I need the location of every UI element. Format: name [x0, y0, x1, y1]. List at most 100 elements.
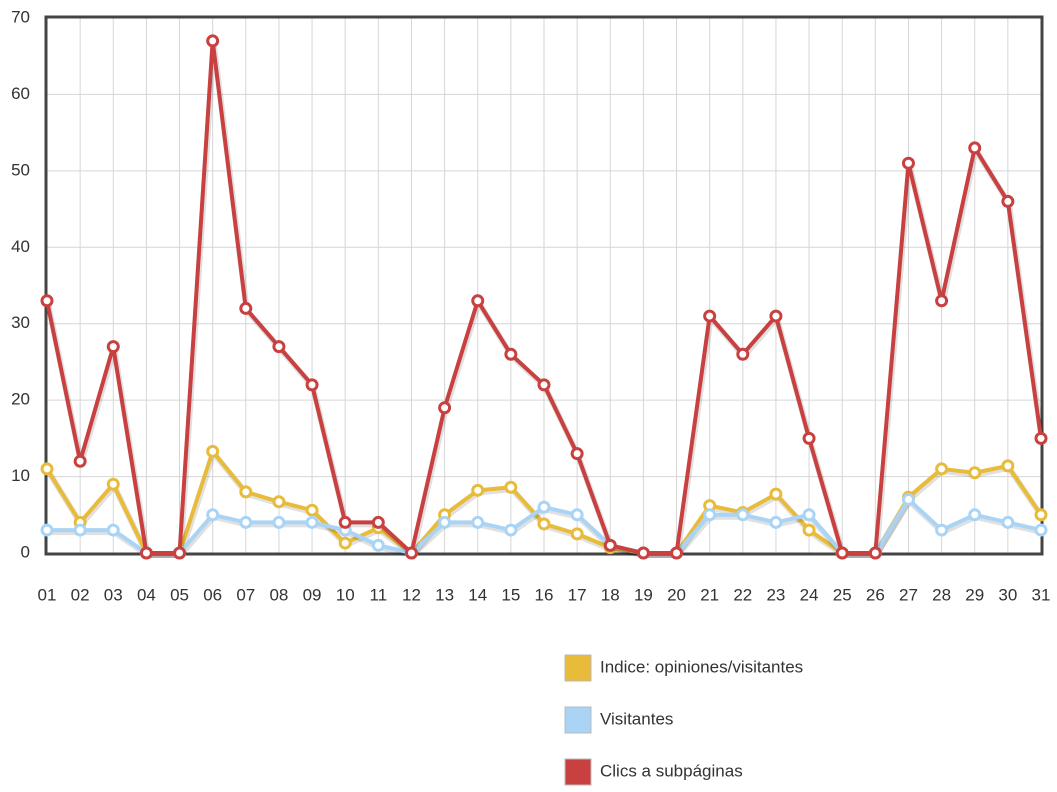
y-tick-label: 50: [11, 160, 30, 179]
x-tick-label: 18: [601, 585, 620, 604]
x-tick-label: 31: [1032, 585, 1051, 604]
point: [106, 523, 120, 537]
point: [305, 503, 319, 517]
point: [272, 495, 286, 509]
point: [471, 515, 485, 529]
point: [40, 523, 54, 537]
x-tick-label: 27: [899, 585, 918, 604]
x-tick-label: 24: [800, 585, 819, 604]
point: [736, 347, 750, 361]
point: [305, 378, 319, 392]
x-tick-label: 21: [700, 585, 719, 604]
point: [1001, 194, 1015, 208]
point: [504, 347, 518, 361]
point: [371, 515, 385, 529]
x-tick-label: 06: [203, 585, 222, 604]
x-tick-label: 26: [866, 585, 885, 604]
point: [570, 527, 584, 541]
y-tick-label: 60: [11, 84, 30, 103]
point: [239, 301, 253, 315]
point: [570, 447, 584, 461]
point: [968, 141, 982, 155]
legend-swatch: [564, 706, 592, 734]
x-tick-label: 09: [303, 585, 322, 604]
point: [968, 508, 982, 522]
point: [40, 462, 54, 476]
point: [206, 34, 220, 48]
point: [73, 523, 87, 537]
x-tick-label: 07: [236, 585, 255, 604]
point: [471, 483, 485, 497]
x-tick-label: 28: [932, 585, 951, 604]
point: [1034, 523, 1048, 537]
point: [537, 378, 551, 392]
point: [106, 477, 120, 491]
point: [802, 508, 816, 522]
x-tick-label: 01: [38, 585, 57, 604]
point: [438, 401, 452, 415]
x-tick-label: 11: [370, 585, 388, 604]
x-tick-label: 17: [568, 585, 587, 604]
point: [570, 508, 584, 522]
x-tick-label: 14: [468, 585, 487, 604]
point: [1001, 515, 1015, 529]
point: [272, 515, 286, 529]
point: [106, 340, 120, 354]
point: [338, 536, 352, 550]
legend-label: Clics a subpáginas: [600, 761, 743, 780]
point: [239, 485, 253, 499]
point: [603, 538, 617, 552]
point: [802, 523, 816, 537]
point: [173, 546, 187, 560]
x-tick-label: 04: [137, 585, 156, 604]
point: [239, 515, 253, 529]
point: [537, 500, 551, 514]
point: [504, 480, 518, 494]
point: [802, 431, 816, 445]
x-tick-label: 08: [269, 585, 288, 604]
x-tick-label: 16: [535, 585, 554, 604]
x-tick-label: 15: [501, 585, 520, 604]
x-tick-label: 30: [998, 585, 1017, 604]
point: [206, 444, 220, 458]
x-tick-label: 29: [965, 585, 984, 604]
x-tick-label: 19: [634, 585, 653, 604]
point: [769, 487, 783, 501]
y-tick-label: 30: [11, 313, 30, 332]
point: [272, 340, 286, 354]
point: [935, 523, 949, 537]
point: [1001, 459, 1015, 473]
point: [1034, 508, 1048, 522]
x-tick-label: 02: [71, 585, 90, 604]
point: [769, 309, 783, 323]
y-tick-label: 70: [11, 7, 30, 26]
point: [404, 546, 418, 560]
point: [935, 294, 949, 308]
point: [703, 508, 717, 522]
x-tick-label: 23: [766, 585, 785, 604]
point: [438, 515, 452, 529]
point: [968, 466, 982, 480]
point: [901, 493, 915, 506]
point: [504, 523, 518, 537]
y-tick-label: 10: [11, 466, 30, 485]
x-tick-label: 13: [435, 585, 454, 604]
x-tick-label: 05: [170, 585, 189, 604]
x-tick-label: 12: [402, 585, 421, 604]
point: [537, 517, 551, 531]
point: [935, 462, 949, 476]
point: [835, 546, 849, 560]
point: [1034, 431, 1048, 445]
point: [736, 508, 750, 522]
y-tick-label: 0: [21, 542, 30, 561]
point: [901, 156, 915, 170]
legend-label: Visitantes: [600, 709, 673, 728]
point: [371, 538, 385, 552]
point: [139, 546, 153, 560]
x-tick-label: 22: [733, 585, 752, 604]
legend-label: Indice: opiniones/visitantes: [600, 657, 803, 676]
point: [471, 294, 485, 308]
y-tick-label: 20: [11, 390, 30, 409]
point: [40, 294, 54, 308]
point: [305, 515, 319, 529]
